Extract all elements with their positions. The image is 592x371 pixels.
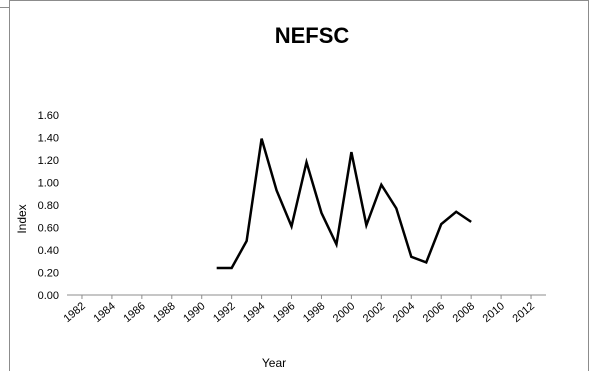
y-tick-label: 0.20 [38,268,59,280]
series-line [216,138,472,270]
x-tick-label: 2006 [421,300,447,325]
y-tick-label: 1.00 [38,178,59,190]
y-tick-label: 1.40 [38,133,59,145]
y-tick-label: 0.80 [38,200,59,212]
x-tick-label: 2000 [331,300,357,325]
x-tick-label: 1988 [151,300,177,325]
series-group [216,138,472,270]
chart-title: NEFSC [275,23,350,48]
y-tick-label: 0.40 [38,245,59,257]
y-tick-label: 1.60 [38,110,59,122]
x-axis-ticks: 1982 1984 1986 1988 1990 1992 1994 1996 1998 2000… [61,295,537,325]
x-tick-label: 2004 [391,300,417,325]
x-tick-label: 2010 [481,300,507,325]
x-tick-label: 2012 [510,300,536,325]
y-tick-label: 1.20 [38,155,59,167]
x-tick-label: 1986 [121,300,147,325]
x-tick-label: 1982 [61,300,87,325]
x-tick-label: 1992 [211,300,237,325]
x-tick-label: 1994 [241,300,267,325]
x-tick-label: 1998 [301,300,327,325]
y-axis-ticks: 0.00 0.20 0.40 0.60 0.80 1.00 1.20 1.40 1.60 [38,110,59,302]
y-tick-label: 0.60 [38,223,59,235]
y-tick-label: 0.00 [38,290,59,302]
x-axis-label: Year [262,356,286,370]
x-tick-label: 1984 [91,300,117,325]
x-tick-label: 2002 [361,300,387,325]
x-tick-label: 1996 [271,300,297,325]
y-axis-label: Index [15,204,29,233]
chart-frame [9,0,589,371]
frame-corner [0,0,10,8]
x-tick-label: 1990 [181,300,207,325]
x-tick-label: 2008 [451,300,477,325]
